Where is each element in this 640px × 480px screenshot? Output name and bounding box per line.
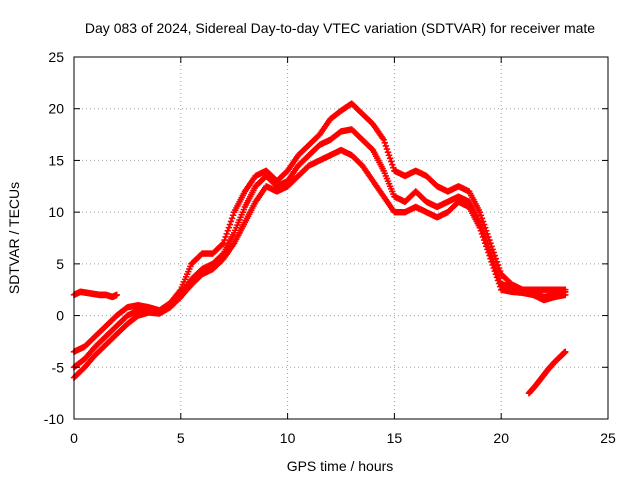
data-point (490, 264, 497, 272)
data-point (224, 227, 231, 234)
data-points (70, 100, 569, 397)
data-point (113, 291, 120, 299)
data-point (494, 261, 502, 269)
data-point (383, 145, 391, 153)
data-point (485, 233, 492, 241)
series-track-1 (70, 100, 569, 355)
data-point (488, 258, 495, 265)
data-point (477, 212, 485, 219)
data-point (489, 261, 496, 269)
y-tick-label: 15 (48, 152, 64, 168)
data-point (227, 218, 235, 225)
y-tick-label: 0 (56, 308, 64, 324)
data-point (481, 239, 489, 247)
data-point (485, 249, 492, 256)
data-point (228, 215, 236, 222)
data-point (480, 236, 488, 244)
data-point (487, 239, 494, 247)
data-point (389, 161, 396, 168)
data-point (382, 142, 390, 150)
data-point (491, 267, 498, 275)
plot-frame (73, 56, 609, 420)
data-point (229, 212, 237, 219)
x-tick-label: 20 (493, 430, 509, 446)
data-point (488, 243, 495, 250)
x-tick-label: 5 (177, 430, 185, 446)
data-point (384, 148, 392, 156)
data-point (562, 348, 569, 355)
data-point (484, 246, 491, 253)
data-point (222, 233, 229, 241)
data-point (381, 139, 388, 147)
data-point (479, 218, 487, 225)
data-point (490, 249, 497, 256)
x-tick-label: 15 (387, 430, 403, 446)
data-point (483, 243, 490, 250)
grid (74, 57, 608, 419)
y-tick-label: 20 (48, 101, 64, 117)
data-point (483, 227, 490, 234)
data-point (496, 267, 504, 275)
data-point (492, 271, 500, 278)
series-segment-late (525, 348, 569, 397)
y-tick-label: 25 (48, 49, 64, 65)
data-point (562, 291, 569, 299)
data-point (219, 241, 226, 248)
data-point (492, 255, 500, 262)
data-point (380, 136, 387, 143)
y-tick-label: 5 (56, 256, 64, 272)
data-point (486, 236, 493, 244)
data-point (387, 158, 395, 165)
data-point (223, 230, 230, 238)
data-point (385, 152, 393, 159)
data-point (494, 277, 502, 284)
data-point (479, 233, 487, 241)
data-point (486, 252, 493, 259)
x-tick-label: 0 (70, 430, 78, 446)
x-tick-label: 25 (600, 430, 616, 446)
axis-ticks: 0 5 10 15 20 25 -10 -5 0 5 10 15 20 25 (44, 49, 616, 446)
y-axis-label: SDTVAR / TECUs (6, 182, 22, 294)
data-point (484, 230, 491, 238)
data-point (476, 224, 484, 231)
data-point (481, 224, 489, 231)
series-segment-early (70, 288, 120, 301)
data-point (495, 280, 503, 287)
y-tick-label: -5 (52, 359, 65, 375)
data-point (477, 227, 485, 234)
data-point (225, 224, 233, 231)
data-point (495, 264, 503, 272)
x-axis-label: GPS time / hours (287, 458, 394, 474)
series-track-3 (70, 146, 569, 381)
data-point (478, 230, 486, 238)
data-point (226, 221, 234, 228)
y-tick-label: -10 (44, 411, 64, 427)
data-point (491, 252, 498, 259)
data-point (493, 274, 501, 281)
data-point (386, 155, 394, 162)
data-point (493, 258, 501, 265)
data-point (390, 164, 397, 171)
data-point (476, 208, 484, 216)
data-point (480, 221, 488, 228)
data-point (220, 239, 227, 247)
data-point (496, 283, 504, 290)
chart-title: Day 083 of 2024, Sidereal Day-to-day VTE… (85, 20, 595, 36)
x-tick-label: 10 (280, 430, 296, 446)
data-point (221, 236, 228, 244)
y-tick-label: 10 (48, 204, 64, 220)
data-point (489, 246, 496, 253)
data-point (487, 255, 494, 262)
